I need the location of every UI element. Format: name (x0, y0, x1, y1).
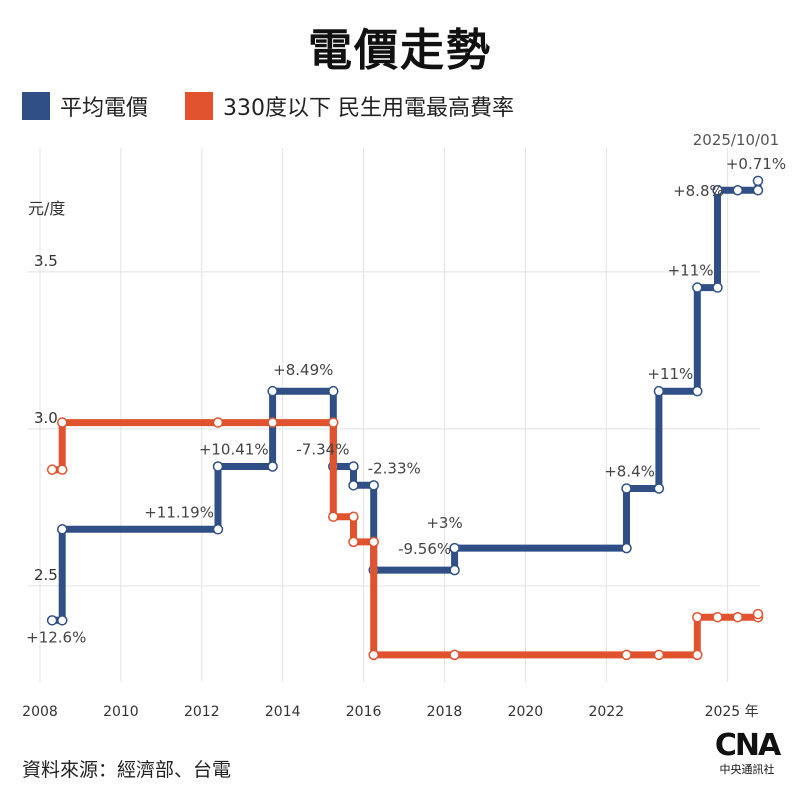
data-point (712, 282, 723, 293)
change-label: +11% (668, 262, 714, 280)
data-point (752, 184, 764, 196)
data-point (621, 483, 632, 494)
change-label: +8.4% (604, 462, 655, 480)
change-label: +12.6% (26, 628, 86, 646)
change-label: +11.19% (144, 503, 214, 521)
data-point (212, 524, 224, 535)
data-point (348, 461, 359, 472)
data-point (368, 649, 379, 661)
data-point (712, 611, 723, 623)
change-label: -2.33% (368, 459, 421, 477)
data-point (267, 385, 278, 397)
data-point (267, 461, 278, 472)
y-tick-label: 3.5 (34, 252, 58, 270)
data-point (621, 649, 632, 661)
series-line (52, 419, 762, 659)
change-label: +10.41% (199, 441, 269, 459)
data-point (212, 461, 224, 472)
data-point (56, 464, 68, 475)
source-note: 資料來源：經濟部、台電 (22, 759, 232, 781)
legend-swatch-average-price (22, 92, 50, 120)
legend-swatch-residential-rate (185, 92, 213, 120)
data-point (449, 564, 460, 576)
x-tick-label: 2018 (427, 704, 463, 720)
x-tick-label: 2025 年 (705, 704, 759, 720)
date-annotation: 2025/10/01 (693, 131, 779, 149)
data-point (621, 542, 632, 554)
data-point (653, 385, 665, 397)
legend-label-average-price: 平均電價 (60, 96, 149, 121)
data-point (56, 524, 68, 535)
change-label: -7.34% (296, 441, 349, 459)
change-label: +3% (426, 514, 462, 532)
data-point (449, 542, 460, 554)
cna-logo: CNA 中央通訊社 (705, 728, 789, 777)
data-point (368, 536, 379, 548)
data-point (348, 511, 359, 522)
data-point (328, 385, 339, 397)
x-tick-label: 2008 (22, 704, 58, 720)
data-point (267, 417, 278, 428)
data-point (348, 480, 359, 491)
x-tick-label: 2020 (508, 704, 544, 720)
data-point (732, 611, 744, 623)
chart-title: 電價走勢 (308, 25, 492, 76)
data-point (328, 417, 339, 428)
cna-logo-mark: CNA (714, 728, 781, 763)
data-point (56, 615, 68, 626)
y-axis-label: 元/度 (28, 199, 65, 218)
data-point (692, 649, 703, 661)
data-point (752, 175, 764, 187)
change-label: +11% (647, 365, 693, 383)
y-tick-label: 3.0 (34, 409, 58, 427)
legend-item-residential-rate: 330度以下 民生用電最高費率 (185, 90, 514, 122)
x-tick-label: 2012 (184, 704, 220, 720)
y-tick-label: 2.5 (34, 566, 58, 584)
data-point (712, 184, 723, 196)
data-point (368, 480, 379, 491)
change-label: +8.8% (673, 182, 724, 200)
data-point (692, 385, 703, 397)
change-label: -9.56% (398, 540, 451, 558)
data-point (56, 417, 68, 428)
data-point (653, 483, 665, 494)
data-point (46, 615, 58, 626)
legend-item-average-price: 平均電價 (22, 90, 148, 122)
cna-logo-name: 中央通訊社 (719, 763, 775, 776)
change-label: +8.49% (273, 361, 333, 379)
data-point (752, 608, 764, 620)
x-tick-label: 2010 (103, 704, 139, 720)
change-label: +0.71% (726, 155, 786, 173)
data-point (212, 417, 224, 428)
x-tick-label: 2016 (346, 704, 382, 720)
x-tick-label: 2014 (265, 704, 301, 720)
data-point (449, 649, 460, 661)
data-point (692, 611, 703, 623)
legend-label-residential-rate: 330度以下 民生用電最高費率 (223, 96, 514, 121)
data-point (348, 536, 359, 548)
data-point (46, 464, 58, 475)
data-point (653, 649, 665, 661)
data-point (328, 511, 339, 522)
x-tick-label: 2022 (588, 704, 624, 720)
data-point (732, 184, 744, 196)
data-point (692, 282, 703, 293)
